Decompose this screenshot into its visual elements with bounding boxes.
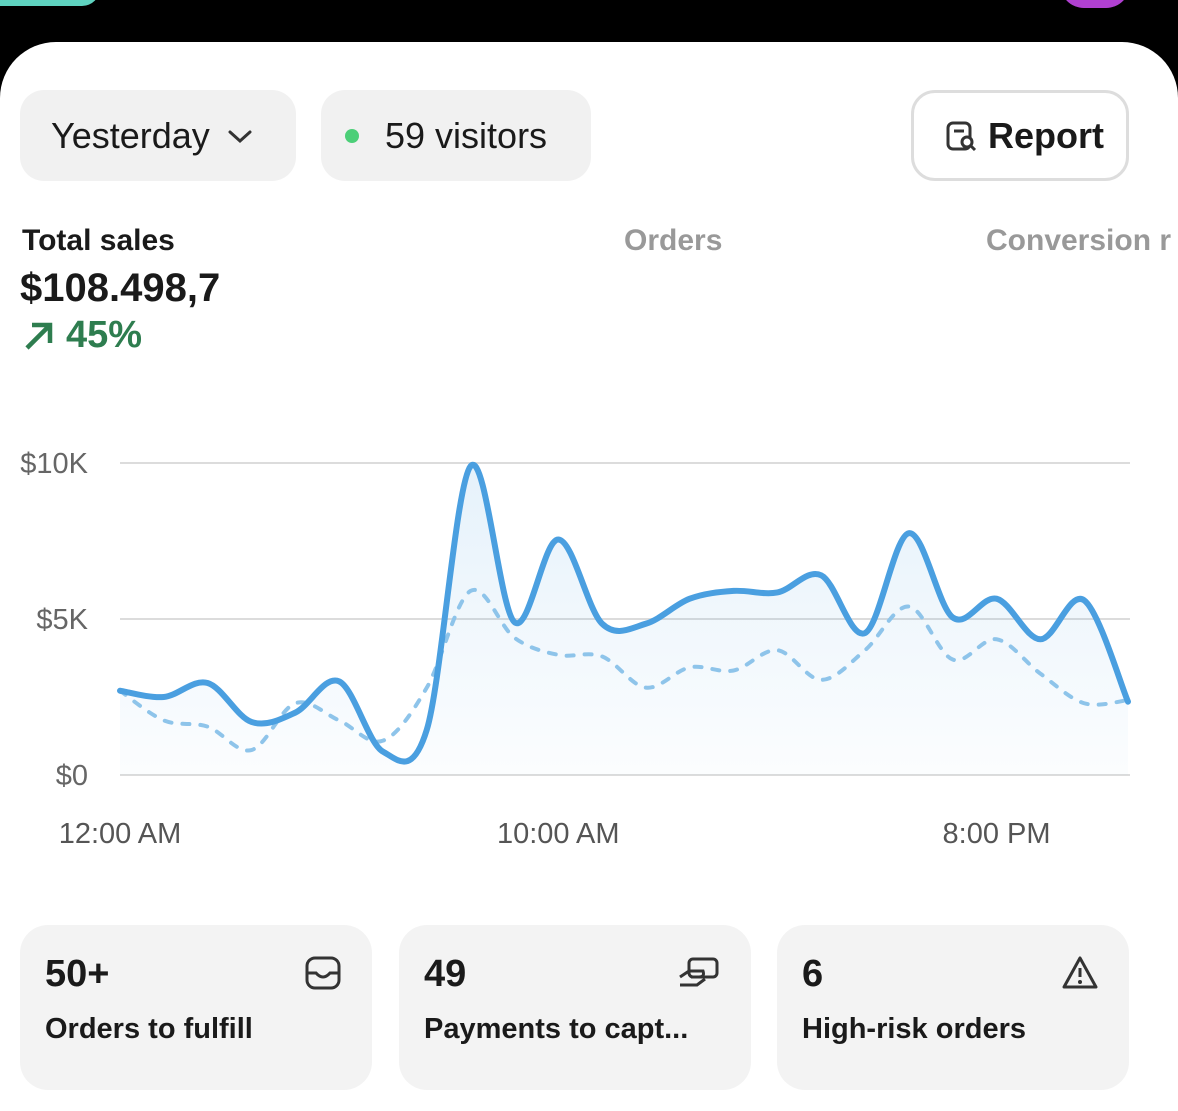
sales-line	[117, 461, 1131, 765]
x-tick-label: 8:00 PM	[943, 818, 1051, 850]
y-tick-label: $10K	[20, 448, 88, 480]
avatar[interactable]	[1060, 0, 1130, 8]
report-button[interactable]: Report	[911, 90, 1129, 181]
card[interactable]: 49 Payments to capt...	[399, 925, 751, 1090]
up-arrow	[25, 322, 53, 350]
tab-orders[interactable]: Orders	[624, 224, 723, 257]
change-value: 45%	[66, 314, 143, 356]
x-tick-label: 12:00 AM	[59, 818, 182, 850]
y-tick-label: $5K	[36, 604, 88, 636]
card-label: High-risk orders	[802, 1013, 1026, 1045]
visitors-label: 59 visitors	[385, 114, 548, 156]
tab-conversion[interactable]: Conversion r	[986, 224, 1172, 257]
y-tick-label: $0	[56, 760, 88, 792]
payment-icon	[679, 957, 719, 987]
card-value: 6	[802, 953, 824, 995]
card[interactable]: 50+ Orders to fulfill	[20, 925, 372, 1090]
card-label: Payments to capt...	[424, 1013, 689, 1045]
period-label: Yesterday	[51, 114, 210, 156]
report-label: Report	[988, 114, 1104, 156]
card-label: Orders to fulfill	[45, 1013, 253, 1045]
card-value: 49	[424, 953, 467, 995]
warning-icon	[1062, 956, 1098, 989]
x-tick-label: 10:00 AM	[497, 818, 620, 850]
visitors-button[interactable]: 59 visitors	[321, 90, 591, 181]
chart: $0 $5K $10K 12:00 AM 10:00 AM 8:00 PM	[20, 448, 1131, 850]
inbox-icon	[305, 956, 341, 990]
chevron	[228, 130, 252, 143]
comparison-line	[118, 587, 1130, 753]
total-sales-value: $108.498,7	[20, 266, 221, 310]
period-button[interactable]: Yesterday	[20, 90, 296, 181]
tab-total-sales[interactable]: Total sales	[22, 224, 175, 257]
card[interactable]: 6 High-risk orders	[777, 925, 1129, 1090]
area-fill	[120, 464, 1128, 775]
report-icon	[946, 121, 977, 151]
change: 45%	[22, 314, 142, 357]
card-value: 50+	[45, 953, 110, 995]
top-pill	[0, 0, 100, 6]
live-dot	[345, 128, 359, 143]
